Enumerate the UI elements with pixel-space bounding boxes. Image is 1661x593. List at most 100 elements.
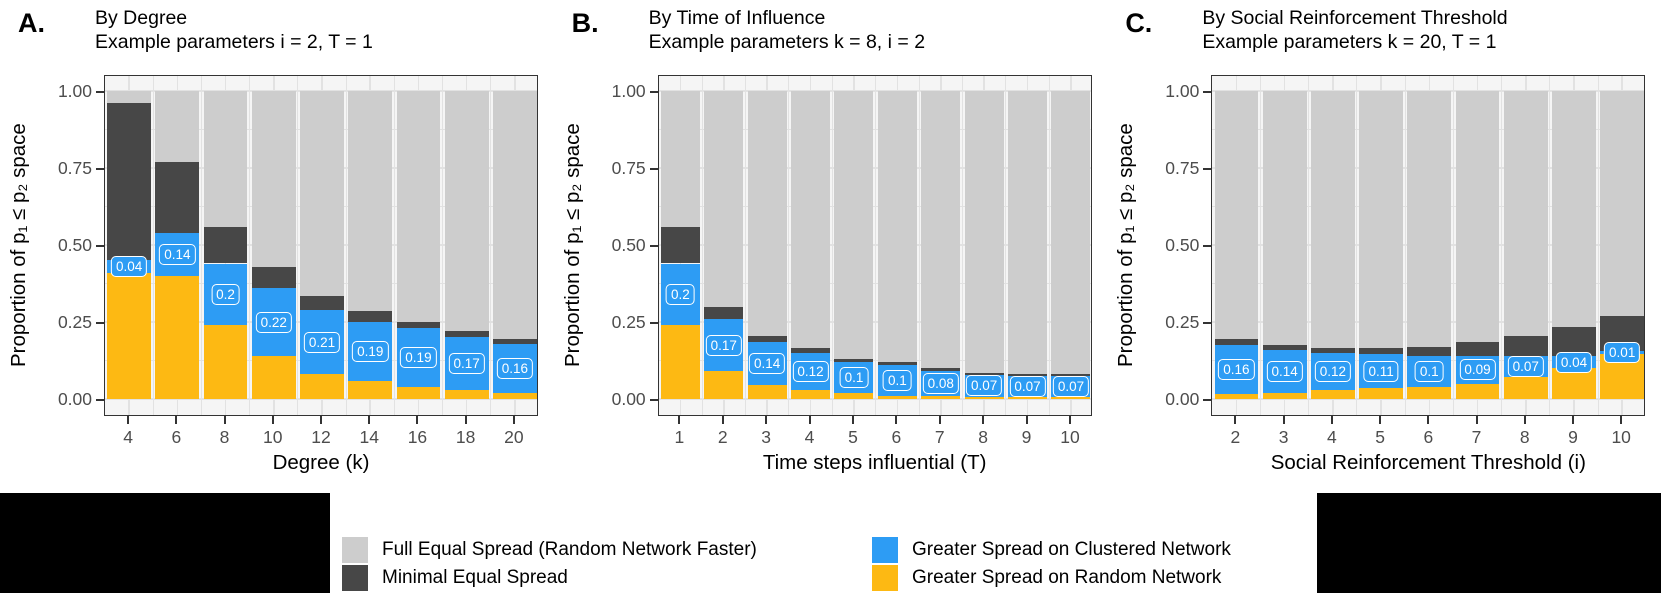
legend-item-greater-random: Greater Spread on Random Network xyxy=(872,565,1221,591)
gridline-minor-vertical xyxy=(345,76,347,415)
y-tick-label: 0.25 xyxy=(57,312,92,332)
bar-segment xyxy=(1008,397,1048,399)
plot-area: 0.16 0.14 0.12 0.11 0.1 0.09 0.07 0.04 0.01 xyxy=(1211,75,1646,416)
x-tick-label: 10 xyxy=(1611,427,1631,447)
x-tick-mark xyxy=(368,416,371,424)
x-tick-mark xyxy=(1523,416,1526,424)
y-tick-label: 0.50 xyxy=(1165,235,1200,255)
x-tick-mark xyxy=(1379,416,1382,424)
bar-value-label: 0.09 xyxy=(1459,359,1496,381)
x-tick-mark xyxy=(1330,416,1333,424)
x-tick-label: 4 xyxy=(1326,427,1337,447)
bar-value-label: 0.11 xyxy=(1363,360,1399,382)
gridline-minor-vertical xyxy=(701,76,703,415)
gridline-minor-vertical xyxy=(1308,76,1310,415)
bar-segment xyxy=(107,272,151,399)
y-tick-label: 0.50 xyxy=(57,235,92,255)
panel-b-letter: B. xyxy=(571,8,599,38)
bar-segment xyxy=(964,396,1004,399)
bar-segment xyxy=(921,91,961,369)
gridline-minor-vertical xyxy=(1597,76,1599,415)
bar-segment xyxy=(1455,91,1500,343)
y-tick-label: 0.25 xyxy=(611,312,646,332)
x-tick-label: 20 xyxy=(504,427,524,447)
gridline-minor-vertical xyxy=(1452,76,1454,415)
bar-value-label: 0.12 xyxy=(1314,360,1351,382)
y-tick-mark xyxy=(649,168,658,170)
bar-segment xyxy=(660,226,700,264)
x-tick-label: 8 xyxy=(1519,427,1530,447)
x-tick-label: 7 xyxy=(1471,427,1482,447)
gridline-minor-vertical xyxy=(875,76,877,415)
bar-value-label: 0.21 xyxy=(303,331,341,353)
x-tick-label: 12 xyxy=(311,427,331,447)
gridline-major-horizontal xyxy=(1212,398,1645,400)
bar-segment xyxy=(348,91,393,312)
x-tick-mark xyxy=(271,416,274,424)
bar-segment xyxy=(155,275,200,399)
x-tick-label: 2 xyxy=(717,427,728,447)
bar-value-label: 0.1 xyxy=(1414,360,1444,382)
bar-segment xyxy=(834,358,874,363)
gridline-minor-vertical xyxy=(961,76,963,415)
panel-a-title: By Degree Example parameters i = 2, T = … xyxy=(95,6,373,54)
bar-segment xyxy=(791,348,831,353)
y-tick-label: 1.00 xyxy=(57,81,92,101)
x-axis-title: Degree (k) xyxy=(272,451,370,474)
legend-label: Greater Spread on Clustered Network xyxy=(912,539,1231,560)
gridline-minor-vertical xyxy=(744,76,746,415)
bar-segment xyxy=(492,392,537,399)
panel-c: C. By Social Reinforcement Threshold Exa… xyxy=(1107,0,1661,493)
gridline-major-horizontal xyxy=(105,398,537,400)
bar-segment xyxy=(1310,389,1355,399)
bar-segment xyxy=(492,91,537,339)
x-tick-mark xyxy=(175,416,178,424)
bar-value-label: 0.1 xyxy=(839,366,869,388)
gridline-minor-vertical xyxy=(1501,76,1503,415)
y-tick-mark xyxy=(96,399,104,401)
x-tick-label: 16 xyxy=(407,427,428,447)
panel-c-title-line2: Example parameters k = 20, T = 1 xyxy=(1202,31,1497,53)
gridline-minor-horizontal xyxy=(658,206,1091,207)
bar-segment xyxy=(1407,386,1452,399)
x-tick-label: 10 xyxy=(1060,427,1080,447)
x-tick-mark xyxy=(1282,416,1285,424)
y-tick-mark xyxy=(96,322,104,324)
x-tick-label: 14 xyxy=(359,427,379,447)
bar-segment xyxy=(1214,394,1259,399)
x-tick-label: 18 xyxy=(455,427,476,447)
gridline-major-horizontal xyxy=(658,244,1091,246)
x-tick-label: 1 xyxy=(674,427,685,447)
gridline-minor-vertical xyxy=(1260,76,1262,415)
bar-segment xyxy=(1359,388,1403,399)
bar-value-label: 0.04 xyxy=(110,256,148,278)
x-tick-mark xyxy=(678,416,681,424)
bar-segment xyxy=(444,389,489,399)
bar-segment xyxy=(203,226,248,264)
bar-segment xyxy=(1407,91,1452,347)
bar-segment xyxy=(1552,91,1596,327)
y-tick-label: 1.00 xyxy=(1165,81,1200,101)
x-tick-mark xyxy=(1475,416,1478,424)
bar-segment xyxy=(444,91,489,332)
y-tick-mark xyxy=(649,91,658,93)
y-tick-label: 0.75 xyxy=(57,158,92,178)
legend-label: Greater Spread on Random Network xyxy=(912,567,1222,588)
x-tick-label: 6 xyxy=(171,427,182,447)
bar-value-label: 0.17 xyxy=(705,334,742,356)
bar-value-label: 0.2 xyxy=(211,283,240,305)
bar-segment xyxy=(877,395,917,399)
x-tick-mark xyxy=(512,416,515,424)
bar-value-label: 0.16 xyxy=(1218,359,1255,381)
x-tick-mark xyxy=(416,416,419,424)
x-tick-mark xyxy=(1025,416,1028,424)
x-tick-label: 10 xyxy=(263,427,283,447)
gridline-minor-vertical xyxy=(442,76,444,415)
gridline-minor-vertical xyxy=(788,76,790,415)
gridline-minor-vertical xyxy=(1005,76,1007,415)
bar-segment xyxy=(1552,368,1596,399)
gridline-major-horizontal xyxy=(658,321,1091,323)
bar-segment xyxy=(300,91,344,296)
bar-segment xyxy=(1359,91,1403,349)
